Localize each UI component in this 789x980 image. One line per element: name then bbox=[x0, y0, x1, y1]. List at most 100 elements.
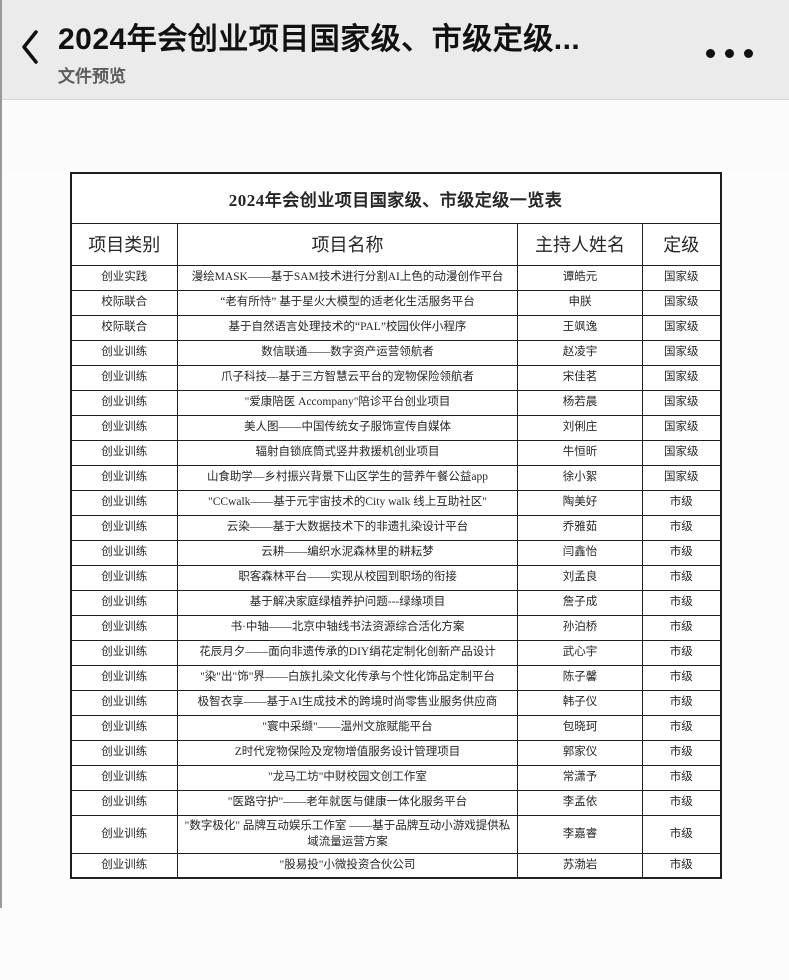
cell-level: 国家级 bbox=[642, 314, 721, 341]
table-row: 创业训练 极智衣享——基于AI生成技术的跨境时尚零售业服务供应商 韩子仪 市级 bbox=[70, 689, 721, 716]
table-row: 校际联合 “老有所恃” 基于星火大模型的适老化生活服务平台 申朕 国家级 bbox=[70, 289, 721, 316]
cell-category: 创业训练 bbox=[70, 764, 178, 791]
page-title: 2024年会创业项目国家级、市级定级... bbox=[58, 23, 581, 56]
cell-level: 国家级 bbox=[642, 414, 721, 441]
cell-host-name: 徐小絮 bbox=[517, 464, 643, 491]
table-row: 创业训练 美人图——中国传统女子服饰宣传自媒体 刘俐庄 国家级 bbox=[70, 414, 721, 441]
cell-host-name: 常潇予 bbox=[517, 764, 643, 791]
cell-project-name: 数信联通——数字资产运营领航者 bbox=[177, 339, 518, 366]
cell-host-name: 郭家仪 bbox=[517, 739, 643, 766]
cell-project-name: 基于解决家庭绿植养护问题---绿缘项目 bbox=[177, 589, 518, 616]
cell-level: 市级 bbox=[642, 739, 721, 766]
cell-category: 创业训练 bbox=[70, 639, 178, 666]
table-title: 2024年会创业项目国家级、市级定级一览表 bbox=[70, 172, 721, 224]
cell-level: 市级 bbox=[642, 789, 721, 816]
cell-level: 市级 bbox=[642, 764, 721, 791]
table-row: 创业训练 "医路守护"——老年就医与健康一体化服务平台 李孟依 市级 bbox=[70, 789, 721, 816]
cell-level: 市级 bbox=[642, 614, 721, 641]
cell-category: 创业实践 bbox=[70, 264, 178, 291]
cell-category: 创业训练 bbox=[70, 714, 178, 741]
projects-table: 2024年会创业项目国家级、市级定级一览表 项目类别 项目名称 主持人姓名 定级… bbox=[69, 172, 722, 880]
cell-category: 创业训练 bbox=[70, 789, 178, 816]
table-row: 创业实践 漫绘MASK——基于SAM技术进行分割AI上色的动漫创作平台 谭皓元 … bbox=[70, 264, 721, 291]
document-preview: 2024年会创业项目国家级、市级定级一览表 项目类别 项目名称 主持人姓名 定级… bbox=[2, 172, 789, 980]
cell-host-name: 闫鑫怡 bbox=[517, 539, 643, 566]
table-row: 创业训练 辐射自锁底筒式竖井救援机创业项目 牛恒昕 国家级 bbox=[70, 439, 721, 466]
cell-host-name: 刘孟良 bbox=[517, 564, 643, 591]
cell-category: 创业训练 bbox=[70, 664, 178, 691]
cell-category: 校际联合 bbox=[70, 289, 178, 316]
cell-level: 国家级 bbox=[642, 289, 721, 316]
cell-level: 国家级 bbox=[642, 264, 721, 291]
cell-project-name: 漫绘MASK——基于SAM技术进行分割AI上色的动漫创作平台 bbox=[177, 264, 518, 291]
table-row: 创业训练 "数字极化" 品牌互动娱乐工作室 ——基于品牌互动小游戏提供私域流量运… bbox=[70, 814, 721, 854]
header-text-block: 2024年会创业项目国家级、市级定级... 文件预览 bbox=[58, 12, 686, 87]
cell-project-name: 基于自然语言处理技术的“PAL”校园伙伴小程序 bbox=[177, 314, 518, 341]
cell-project-name: "CCwalk——基于元宇宙技术的City walk 线上互助社区" bbox=[177, 489, 518, 516]
cell-level: 市级 bbox=[642, 814, 721, 854]
more-dot-icon bbox=[725, 49, 734, 58]
cell-project-name: 爪子科技—基于三方智慧云平台的宠物保险领航者 bbox=[177, 364, 518, 391]
cell-host-name: 乔雅茹 bbox=[517, 514, 643, 541]
cell-project-name: 美人图——中国传统女子服饰宣传自媒体 bbox=[177, 414, 518, 441]
cell-host-name: 詹子成 bbox=[517, 589, 643, 616]
cell-project-name: 极智衣享——基于AI生成技术的跨境时尚零售业服务供应商 bbox=[177, 689, 518, 716]
cell-host-name: 李嘉睿 bbox=[517, 814, 643, 854]
cell-host-name: 苏渤岩 bbox=[517, 852, 643, 879]
app-header: 2024年会创业项目国家级、市级定级... 文件预览 bbox=[2, 0, 789, 100]
table-title-row: 2024年会创业项目国家级、市级定级一览表 bbox=[70, 172, 721, 224]
cell-category: 创业训练 bbox=[70, 489, 178, 516]
cell-category: 校际联合 bbox=[70, 314, 178, 341]
cell-level: 市级 bbox=[642, 489, 721, 516]
cell-category: 创业训练 bbox=[70, 364, 178, 391]
cell-project-name: 书·中轴——北京中轴线书法资源综合活化方案 bbox=[177, 614, 518, 641]
cell-level: 市级 bbox=[642, 852, 721, 879]
cell-host-name: 谭皓元 bbox=[517, 264, 643, 291]
cell-category: 创业训练 bbox=[70, 589, 178, 616]
table-row: 创业训练 花辰月夕——面向非遗传承的DIY绢花定制化创新产品设计 武心宇 市级 bbox=[70, 639, 721, 666]
cell-host-name: 陶美好 bbox=[517, 489, 643, 516]
table-row: 创业训练 云染——基于大数据技术下的非遗扎染设计平台 乔雅茹 市级 bbox=[70, 514, 721, 541]
cell-category: 创业训练 bbox=[70, 539, 178, 566]
cell-category: 创业训练 bbox=[70, 389, 178, 416]
cell-project-name: "数字极化" 品牌互动娱乐工作室 ——基于品牌互动小游戏提供私域流量运营方案 bbox=[177, 814, 518, 854]
cell-host-name: 刘俐庄 bbox=[517, 414, 643, 441]
cell-host-name: 陈子馨 bbox=[517, 664, 643, 691]
cell-category: 创业训练 bbox=[70, 514, 178, 541]
cell-project-name: "爱康陪医 Accompany"陪诊平台创业项目 bbox=[177, 389, 518, 416]
cell-category: 创业训练 bbox=[70, 464, 178, 491]
table-header-row: 项目类别 项目名称 主持人姓名 定级 bbox=[70, 222, 721, 266]
cell-project-name: 辐射自锁底筒式竖井救援机创业项目 bbox=[177, 439, 518, 466]
table-row: 创业训练 "染"出"饰"界——白族扎染文化传承与个性化饰品定制平台 陈子馨 市级 bbox=[70, 664, 721, 691]
cell-level: 市级 bbox=[642, 639, 721, 666]
cell-host-name: 包晓珂 bbox=[517, 714, 643, 741]
cell-project-name: 云染——基于大数据技术下的非遗扎染设计平台 bbox=[177, 514, 518, 541]
table-row: 创业训练 "爱康陪医 Accompany"陪诊平台创业项目 杨若晨 国家级 bbox=[70, 389, 721, 416]
more-dot-icon bbox=[744, 49, 753, 58]
more-menu-button[interactable] bbox=[686, 29, 789, 70]
cell-host-name: 宋佳茗 bbox=[517, 364, 643, 391]
cell-project-name: 云耕——编织水泥森林里的耕耘梦 bbox=[177, 539, 518, 566]
cell-level: 市级 bbox=[642, 539, 721, 566]
cell-project-name: "染"出"饰"界——白族扎染文化传承与个性化饰品定制平台 bbox=[177, 664, 518, 691]
cell-category: 创业训练 bbox=[70, 814, 178, 854]
back-button[interactable] bbox=[2, 0, 58, 99]
cell-host-name: 杨若晨 bbox=[517, 389, 643, 416]
table-row: 创业训练 Z时代宠物保险及宠物增值服务设计管理项目 郭家仪 市级 bbox=[70, 739, 721, 766]
cell-project-name: 职客森林平台——实现从校园到职场的衔接 bbox=[177, 564, 518, 591]
table-row: 创业训练 数信联通——数字资产运营领航者 赵凌宇 国家级 bbox=[70, 339, 721, 366]
cell-category: 创业训练 bbox=[70, 439, 178, 466]
cell-host-name: 孙泊桥 bbox=[517, 614, 643, 641]
more-dot-icon bbox=[706, 49, 715, 58]
cell-project-name: Z时代宠物保险及宠物增值服务设计管理项目 bbox=[177, 739, 518, 766]
table-row: 创业训练 "CCwalk——基于元宇宙技术的City walk 线上互助社区" … bbox=[70, 489, 721, 516]
column-header-category: 项目类别 bbox=[70, 222, 178, 266]
cell-level: 国家级 bbox=[642, 464, 721, 491]
cell-level: 国家级 bbox=[642, 339, 721, 366]
table-row: 创业训练 基于解决家庭绿植养护问题---绿缘项目 詹子成 市级 bbox=[70, 589, 721, 616]
back-chevron-icon bbox=[20, 30, 40, 69]
cell-project-name: "医路守护"——老年就医与健康一体化服务平台 bbox=[177, 789, 518, 816]
cell-category: 创业训练 bbox=[70, 689, 178, 716]
cell-project-name: "股易投"小微投资合伙公司 bbox=[177, 852, 518, 879]
cell-host-name: 韩子仪 bbox=[517, 689, 643, 716]
